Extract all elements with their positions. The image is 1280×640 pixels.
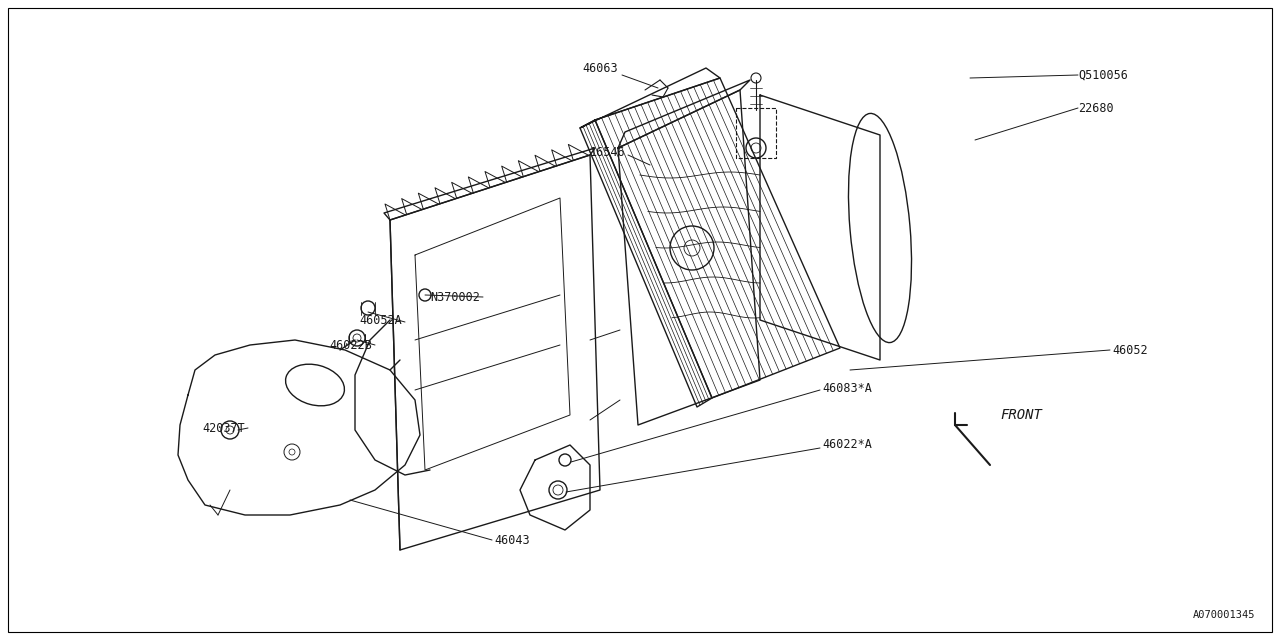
Text: Q510056: Q510056 xyxy=(1078,68,1128,81)
Text: 42037T: 42037T xyxy=(202,422,244,435)
Text: 16546: 16546 xyxy=(589,145,625,159)
Text: 46022B: 46022B xyxy=(329,339,372,351)
Text: 46063: 46063 xyxy=(582,61,618,74)
Text: N370002: N370002 xyxy=(430,291,480,303)
Text: FRONT: FRONT xyxy=(1000,408,1042,422)
Text: 46052A: 46052A xyxy=(360,314,402,326)
Text: 46022*A: 46022*A xyxy=(822,438,872,451)
Text: A070001345: A070001345 xyxy=(1193,610,1254,620)
Text: 46052: 46052 xyxy=(1112,344,1148,356)
Text: 22680: 22680 xyxy=(1078,102,1114,115)
Text: 46043: 46043 xyxy=(494,534,530,547)
Text: 46083*A: 46083*A xyxy=(822,381,872,394)
